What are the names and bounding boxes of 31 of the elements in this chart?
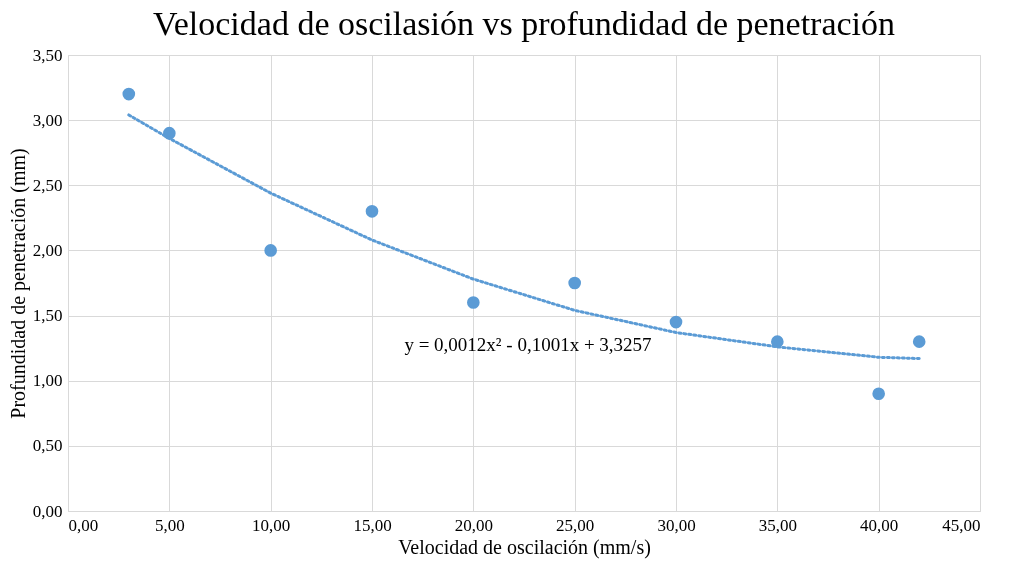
y-tick-label: 3,50 xyxy=(32,45,63,65)
line-series xyxy=(127,113,921,361)
point xyxy=(467,296,480,309)
y-tick-label: 1,50 xyxy=(32,306,63,326)
point xyxy=(365,205,379,218)
x-tick-label: 15,00 xyxy=(353,515,392,535)
y-tick-label: 0,00 xyxy=(32,501,63,521)
chart-title: Velocidad de oscilasión vs profundidad de penetración xyxy=(152,5,896,42)
x-tick-label: 30,00 xyxy=(657,515,696,535)
annotation: y = 0,0012x² - 0,1001x + 3,3257 xyxy=(404,334,652,355)
x-tick-label: 5,00 xyxy=(154,515,185,535)
point xyxy=(872,387,885,401)
x-tick-label: 0,00 xyxy=(68,515,99,535)
x-tick-label: 40,00 xyxy=(860,515,899,535)
x-tick-label: 10,00 xyxy=(252,515,291,535)
point xyxy=(264,244,277,257)
y-tick-label: 0,50 xyxy=(32,436,63,456)
point xyxy=(669,315,683,329)
y-tick-label: 1,00 xyxy=(32,371,63,391)
y-tick-label: 2,50 xyxy=(32,175,63,195)
x-tick-label: 35,00 xyxy=(758,515,797,535)
y-axis-title: Profundidad de penetración (mm) xyxy=(6,148,30,419)
x-tick-label: 45,00 xyxy=(942,515,981,535)
point xyxy=(912,335,926,348)
x-tick-label: 20,00 xyxy=(454,515,493,535)
y-tick-label: 3,00 xyxy=(32,110,63,130)
x-tick-label: 25,00 xyxy=(556,515,595,535)
point xyxy=(568,276,581,290)
y-tick-label: 2,00 xyxy=(32,240,63,260)
point xyxy=(122,87,136,101)
x-axis-title: Velocidad de oscilación (mm/s) xyxy=(398,535,651,559)
